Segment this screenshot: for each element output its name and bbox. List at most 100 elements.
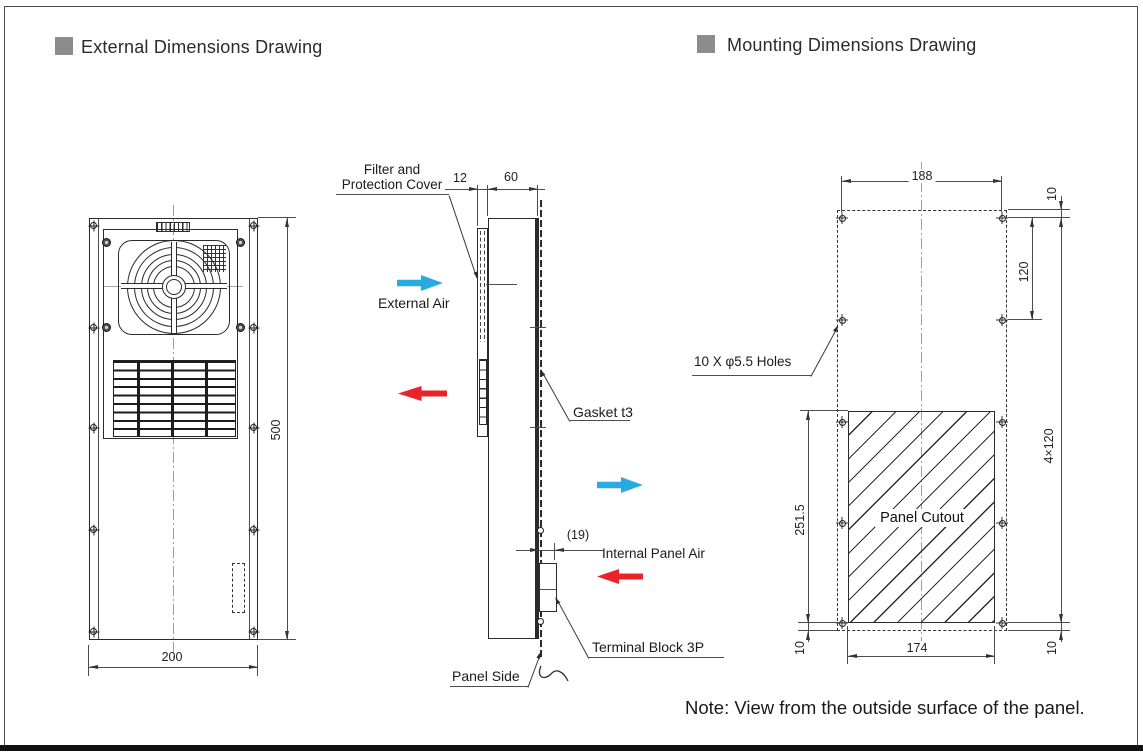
leader-underline — [336, 194, 449, 195]
gasket-label: Gasket t3 — [573, 404, 633, 420]
screw-icon — [250, 324, 257, 331]
filter-cover-label: Filter and Protection Cover — [330, 162, 454, 192]
dimension-line — [808, 411, 809, 642]
dimension-arrow — [285, 218, 289, 227]
terminal-cutout-dashed — [232, 563, 245, 613]
dimension-line — [1032, 218, 1033, 320]
dimension-arrow — [89, 665, 98, 669]
filter-cover-side — [477, 228, 488, 437]
dim-edge-top: 10 — [1045, 187, 1059, 201]
extension-line — [1008, 319, 1042, 320]
dimension-arrow — [806, 614, 810, 623]
panel-cutout-label: Panel Cutout — [875, 509, 969, 527]
fan-hub-center — [166, 279, 182, 295]
dim-filter-depth: 12 — [453, 171, 467, 185]
dim-edge-bottom-right: 10 — [1045, 641, 1059, 655]
dimension-line — [287, 218, 288, 640]
section-title-mounting: Mounting Dimensions Drawing — [727, 35, 977, 55]
internal-panel-air-label: Internal Panel Air — [602, 546, 705, 561]
top-vent-grille — [156, 222, 190, 232]
dim-cutout-height: 251.5 — [793, 504, 807, 536]
dimension-arrow — [993, 179, 1002, 183]
dim-cutout-width: 174 — [903, 641, 931, 655]
extension-line — [1008, 209, 1070, 210]
dimension-arrow — [1059, 201, 1063, 210]
extension-line — [798, 622, 848, 623]
panel-screw-icon — [102, 238, 111, 247]
header-bullet-icon — [55, 37, 73, 55]
unit-side-outline — [488, 218, 538, 639]
mounting-hole-icon — [998, 619, 1006, 627]
section-title-external: External Dimensions Drawing — [81, 37, 323, 57]
mounting-hole-icon — [998, 214, 1006, 222]
dim-edge-bottom-left: 10 — [793, 641, 807, 655]
dim-width: 200 — [161, 650, 183, 664]
screw-icon — [90, 526, 97, 533]
dimension-arrow — [529, 187, 538, 191]
terminal-block-label: Terminal Block 3P — [592, 639, 705, 655]
dimension-arrow — [488, 187, 497, 191]
terminal-block-divider — [539, 589, 556, 590]
extension-line — [994, 626, 995, 664]
dimension-arrow — [806, 411, 810, 420]
screw-icon — [90, 324, 97, 331]
mounting-hole-icon — [998, 316, 1006, 324]
louver-side-pattern — [478, 359, 487, 425]
extension-line — [257, 645, 258, 676]
dimension-arrow — [1059, 218, 1063, 227]
leader-underline — [570, 420, 630, 421]
mounting-flange — [534, 218, 539, 639]
louver-vent — [113, 360, 236, 437]
center-tick — [530, 427, 546, 428]
mounting-hole-icon — [838, 214, 846, 222]
extension-line — [487, 185, 488, 216]
extension-line — [477, 185, 478, 226]
mounting-hole-icon — [838, 418, 846, 426]
dimension-arrow — [986, 654, 995, 658]
extension-line — [1008, 622, 1070, 623]
extension-line — [847, 626, 848, 664]
mesh-patch — [203, 245, 226, 272]
extension-line — [1001, 176, 1002, 212]
extension-line — [258, 639, 296, 640]
panel-screw-icon — [236, 323, 245, 332]
extension-line — [798, 630, 837, 631]
dim-body-depth: 60 — [504, 170, 518, 184]
filter-cover-label-line1: Filter and — [363, 162, 421, 177]
dimension-line — [848, 656, 995, 657]
stud-icon — [536, 526, 544, 534]
dimension-arrow — [806, 631, 810, 640]
header-bullet-icon — [697, 35, 715, 53]
page-bottom-rule — [0, 745, 1143, 751]
mounting-hole-icon — [998, 418, 1006, 426]
extension-line — [1008, 217, 1070, 218]
dimension-line — [1061, 196, 1062, 642]
dimension-arrow — [1030, 311, 1034, 320]
panel-side-label: Panel Side — [452, 668, 520, 684]
filter-cover-label-line2: Protection Cover — [341, 176, 443, 192]
center-tick — [486, 284, 517, 285]
extension-line — [841, 176, 842, 212]
mounting-hole-icon — [998, 519, 1006, 527]
extension-line — [800, 410, 848, 411]
leader-underline — [692, 375, 811, 376]
dimension-arrow — [469, 187, 478, 191]
external-air-label: External Air — [378, 295, 450, 311]
louver-divider — [137, 360, 140, 437]
dimension-arrow — [1030, 218, 1034, 227]
extension-line — [88, 645, 89, 676]
panel-screw-icon — [236, 238, 245, 247]
dim-hole-span: 188 — [908, 169, 936, 183]
dim-terminal-depth: (19) — [566, 528, 590, 542]
holes-label: 10 X φ5.5 Holes — [694, 354, 792, 369]
mounting-hole-icon — [838, 619, 846, 627]
extension-line — [258, 217, 296, 218]
dimension-arrow — [555, 548, 564, 552]
screw-icon — [250, 526, 257, 533]
dimension-arrow — [249, 665, 258, 669]
unit-footprint-dashed — [837, 210, 1007, 631]
screw-icon — [90, 628, 97, 635]
mounting-hole-icon — [838, 519, 846, 527]
screw-icon — [250, 424, 257, 431]
